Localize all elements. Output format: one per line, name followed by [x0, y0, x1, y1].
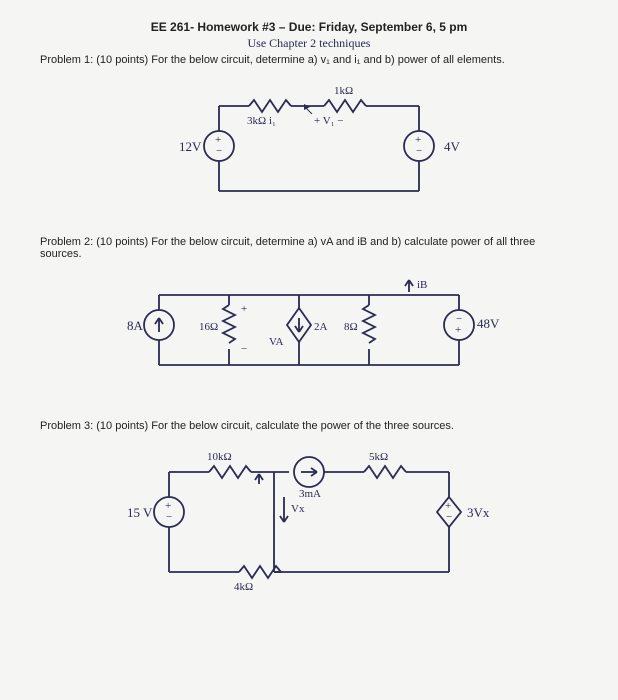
vleft-label: 12V	[179, 139, 202, 154]
problem1-text: Problem 1: (10 points) For the below cir…	[40, 54, 578, 66]
circuit-1: 1kΩ 3kΩ i₁ + V₁ − 12V + − 4V + −	[119, 76, 499, 206]
vright-minus: −	[416, 145, 422, 157]
problem3-text: Problem 3: (10 points) For the below cir…	[40, 420, 578, 432]
va-label: VA	[269, 336, 284, 348]
dep-minus: −	[446, 511, 452, 523]
va-minus: −	[241, 343, 247, 355]
v48-plus: +	[455, 324, 461, 336]
cs-3ma-label: 3mA	[299, 488, 321, 500]
cs-label: 2A	[314, 321, 328, 333]
i1-label: i₁	[269, 115, 276, 127]
r1-label: 16Ω	[199, 321, 218, 333]
r2-label: 8Ω	[344, 321, 358, 333]
vright-label: 4V	[444, 139, 461, 154]
r-10k-label: 10kΩ	[207, 451, 232, 463]
header-note: Use Chapter 2 techniques	[40, 36, 578, 51]
r-3k-label: 3kΩ	[247, 115, 266, 127]
r-top-label: 1kΩ	[334, 85, 353, 97]
v1-label: + V₁ −	[314, 115, 344, 127]
r-4k-label: 4kΩ	[234, 581, 253, 592]
vleft3-label: 15 V	[127, 505, 153, 520]
circuit-3: 10kΩ 3mA 5kΩ Vx 15 V + − 3Vx + − 4kΩ	[99, 442, 519, 592]
v48-minus: −	[456, 313, 462, 325]
svg-text:3kΩ i₁: 3kΩ i₁	[247, 115, 276, 127]
ib-label: iB	[417, 279, 427, 291]
ileft-label: 8A	[127, 318, 144, 333]
va-plus: +	[241, 303, 247, 315]
page-title: EE 261- Homework #3 – Due: Friday, Septe…	[40, 20, 578, 34]
circuit-2: 8A 16Ω + − VA 2A 8Ω iB 48V + −	[99, 270, 519, 390]
vx-label: Vx	[291, 503, 305, 515]
vright2-label: 48V	[477, 316, 500, 331]
v15-minus: −	[166, 511, 172, 523]
problem2-text: Problem 2: (10 points) For the below cir…	[40, 236, 578, 260]
r-5k-label: 5kΩ	[369, 451, 388, 463]
vleft-minus: −	[216, 145, 222, 157]
vright3-label: 3Vx	[467, 505, 490, 520]
